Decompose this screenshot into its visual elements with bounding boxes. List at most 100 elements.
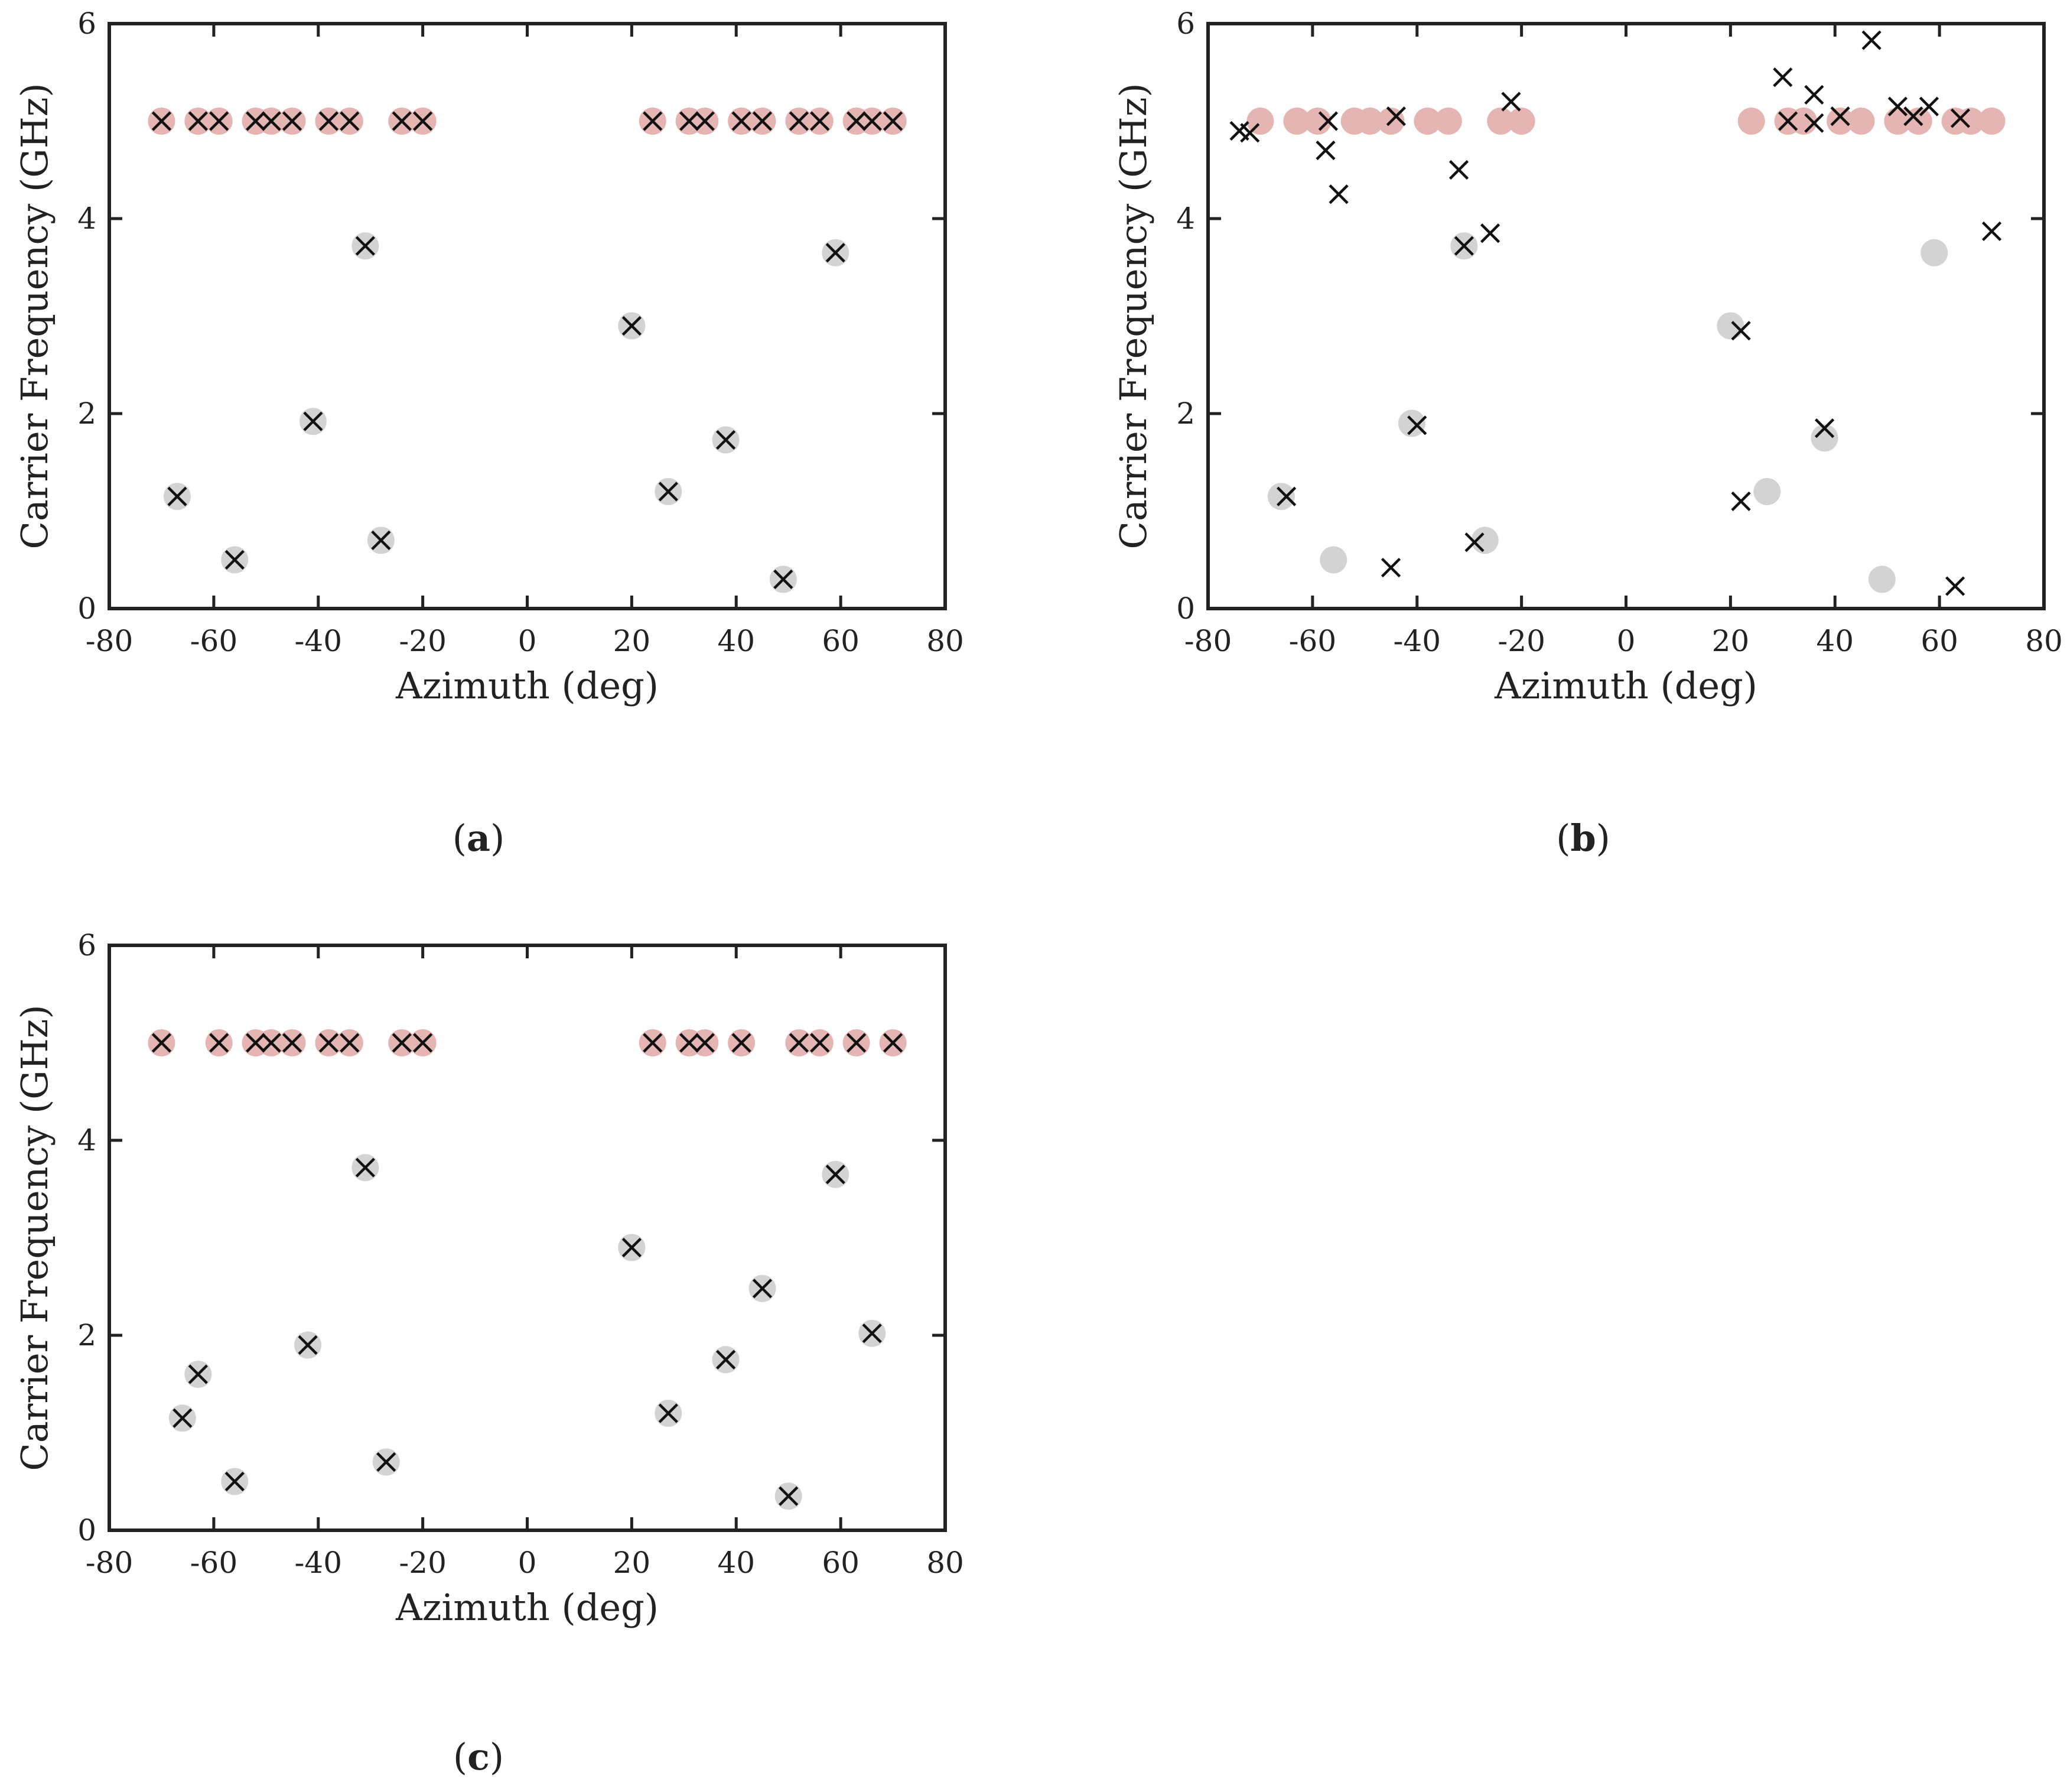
- data-point-cross: [883, 111, 903, 131]
- data-point-cross: [658, 482, 678, 502]
- x-tick-label: 60: [1920, 624, 1958, 658]
- series-estimates: [151, 1033, 903, 1506]
- cross-stroke: [862, 111, 882, 131]
- cross-stroke: [825, 243, 845, 263]
- cross-stroke: [789, 111, 809, 131]
- data-point-cross: [151, 1033, 172, 1053]
- cross-stroke: [883, 1033, 903, 1053]
- data-point-cross: [167, 486, 187, 506]
- cross-stroke: [810, 1033, 830, 1053]
- cross-stroke: [298, 1335, 318, 1355]
- x-tick-label: 0: [518, 624, 537, 658]
- data-point-cross: [1804, 84, 1824, 105]
- data-point-circle: [1868, 565, 1896, 593]
- cross-stroke: [303, 411, 323, 431]
- data-point-cross: [172, 1408, 193, 1428]
- x-tick-label: -20: [1498, 624, 1545, 658]
- series-true-sources-other-: [168, 1154, 886, 1510]
- data-point-cross: [1318, 111, 1338, 131]
- cross-stroke: [1316, 140, 1336, 161]
- data-point-cross: [789, 1033, 809, 1053]
- data-point-cross: [658, 1403, 678, 1423]
- data-point-circle: [1320, 546, 1347, 574]
- y-tick-label: 4: [77, 201, 96, 236]
- data-point-cross: [643, 111, 663, 131]
- data-point-cross: [621, 1237, 642, 1258]
- cross-stroke: [318, 1033, 339, 1053]
- cross-stroke: [731, 1033, 751, 1053]
- data-point-circle: [1827, 108, 1854, 135]
- data-point-cross: [731, 1033, 751, 1053]
- data-point-cross: [1773, 67, 1793, 87]
- cross-stroke: [1950, 108, 1971, 128]
- cross-stroke: [413, 1033, 433, 1053]
- panel-caption: (a): [453, 817, 505, 860]
- data-point-cross: [318, 111, 339, 131]
- y-tick-label: 0: [77, 1513, 96, 1547]
- x-tick-label: -60: [190, 624, 238, 658]
- data-point-cross: [883, 1033, 903, 1053]
- data-point-cross: [847, 1033, 867, 1053]
- cross-stroke: [1804, 113, 1824, 133]
- data-point-cross: [224, 1471, 245, 1492]
- chart-panel-a: -80 -60 -40 -20 0 20 40 60 80 0 2 4 6 Azimuth (deg) Ca…: [13, 6, 964, 860]
- data-point-circle: [1267, 483, 1295, 510]
- data-point-cross: [1407, 415, 1427, 435]
- cross-stroke: [695, 1033, 715, 1053]
- cross-stroke: [1804, 84, 1824, 105]
- cross-stroke: [1277, 486, 1297, 506]
- data-point-cross: [224, 549, 245, 570]
- series-true-sources-other-: [163, 232, 849, 593]
- caption-letter: b: [1570, 817, 1596, 860]
- data-point-cross: [209, 1033, 229, 1053]
- data-point-cross: [1448, 160, 1469, 180]
- cross-stroke: [371, 530, 391, 551]
- data-point-cross: [679, 1033, 699, 1053]
- data-point-cross: [1277, 486, 1297, 506]
- x-tick-label: 0: [1617, 624, 1636, 658]
- data-point-circle: [1414, 108, 1441, 135]
- data-point-circle: [1847, 108, 1875, 135]
- cross-stroke: [282, 111, 302, 131]
- y-tick-label: 4: [77, 1123, 96, 1157]
- cross-stroke: [282, 1033, 302, 1053]
- data-point-cross: [1731, 321, 1751, 341]
- cross-stroke: [224, 549, 245, 570]
- x-tick-label: 80: [926, 624, 964, 658]
- cross-stroke: [172, 1408, 193, 1428]
- cross-stroke: [261, 111, 281, 131]
- x-tick-label: 80: [926, 1546, 964, 1580]
- cross-stroke: [643, 111, 663, 131]
- data-point-cross: [679, 111, 699, 131]
- x-tick-label: -20: [399, 1546, 447, 1580]
- cross-stroke: [376, 1452, 396, 1472]
- data-point-cross: [1501, 92, 1521, 112]
- data-point-cross: [340, 111, 360, 131]
- x-tick-label: 20: [613, 624, 651, 658]
- data-point-circle: [1434, 108, 1462, 135]
- data-point-cross: [1778, 111, 1798, 131]
- data-point-cross: [188, 1364, 208, 1384]
- cross-stroke: [779, 1486, 799, 1506]
- cross-stroke: [658, 1403, 678, 1423]
- data-point-cross: [1945, 576, 1965, 596]
- x-tick-label: -20: [399, 624, 447, 658]
- panel-caption: (b): [1556, 817, 1610, 860]
- data-point-cross: [209, 111, 229, 131]
- data-point-cross: [246, 1033, 266, 1053]
- y-tick-label: 6: [1176, 6, 1195, 41]
- cross-stroke: [1903, 106, 1923, 126]
- data-point-cross: [862, 1323, 882, 1344]
- cross-stroke: [1318, 111, 1338, 131]
- data-point-cross: [261, 111, 281, 131]
- data-point-cross: [1464, 532, 1485, 552]
- cross-stroke: [847, 1033, 867, 1053]
- cross-stroke: [679, 111, 699, 131]
- cross-stroke: [883, 111, 903, 131]
- data-point-circle: [1717, 312, 1744, 340]
- cross-stroke: [355, 1157, 375, 1178]
- cross-stroke: [1329, 184, 1349, 204]
- data-point-cross: [376, 1452, 396, 1472]
- data-point-circle: [1487, 108, 1515, 135]
- data-point-cross: [303, 411, 323, 431]
